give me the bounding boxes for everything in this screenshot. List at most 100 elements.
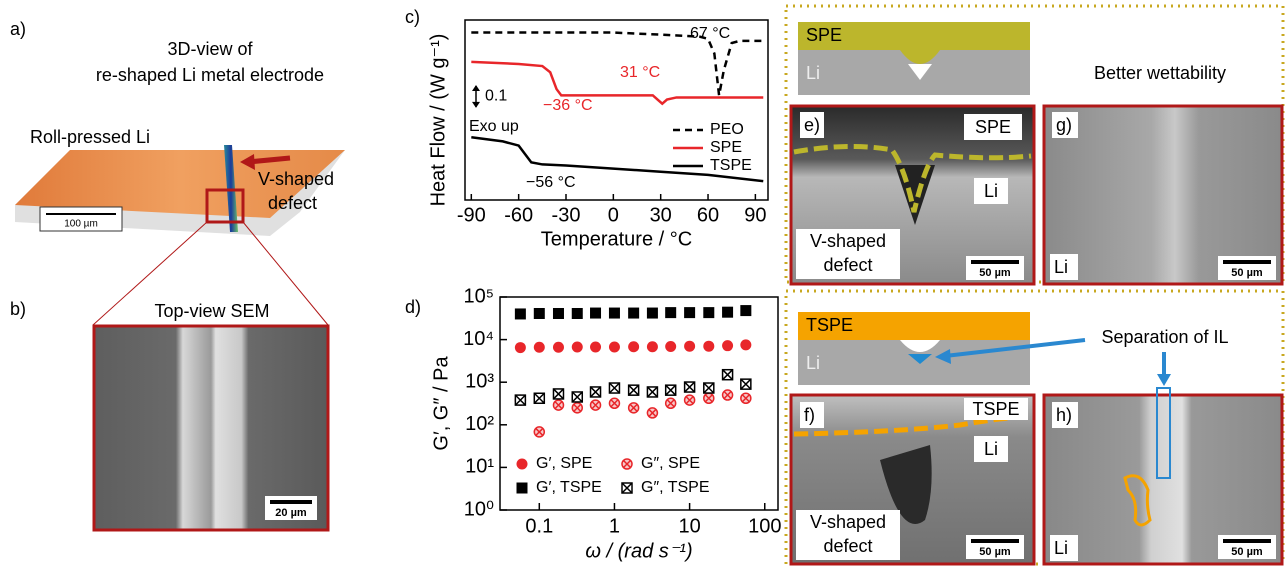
panel-label: a) [10, 19, 26, 39]
panel-f: f) TSPE Li V-shaped defect 50 µm [791, 395, 1034, 564]
x-tick-label: 1 [609, 515, 620, 537]
marker [515, 342, 526, 353]
marker-shape [740, 339, 751, 350]
marker [722, 307, 733, 318]
series-line [471, 62, 763, 104]
defect-line: V-shaped [810, 231, 886, 251]
marker [553, 389, 563, 399]
legend-label: G″, TSPE [641, 479, 710, 496]
marker [665, 307, 676, 318]
marker [609, 342, 620, 353]
legend-label: G″, SPE [641, 455, 700, 472]
marker [685, 382, 695, 392]
scale-label: 50 µm [979, 267, 1011, 279]
marker [572, 403, 582, 413]
legend-label: SPE [710, 139, 742, 156]
substrate-label: Li [1054, 538, 1068, 558]
marker [740, 305, 751, 316]
legend-label: G′, TSPE [536, 479, 602, 496]
x-tick-label: 90 [744, 204, 766, 226]
legend-label: TSPE [710, 157, 752, 174]
marker [609, 398, 619, 408]
arrow-head [472, 102, 480, 108]
panel-label: h) [1056, 405, 1072, 425]
marker-shape [590, 342, 601, 353]
schematic-bottom: TSPE Li Separation of IL [798, 312, 1229, 386]
marker [628, 341, 639, 352]
schematic-top: SPE Li Better wettability [798, 22, 1226, 95]
marker-shape [722, 340, 733, 351]
panel-label: f) [804, 405, 815, 425]
marker [647, 308, 658, 319]
panel-h: h) Li 50 µm [1044, 388, 1282, 564]
marker-shape [665, 307, 676, 318]
substrate-label: Li [806, 63, 820, 83]
marker [534, 427, 544, 437]
panel-b: b) Top-view SEM 20 µm [10, 222, 328, 530]
substrate-label: Li [806, 353, 820, 373]
x-tick-label: 100 [748, 515, 781, 537]
marker-shape [684, 307, 695, 318]
annotation: −56 °C [526, 174, 576, 191]
marker-shape [590, 308, 601, 319]
x-tick-label: -90 [457, 204, 486, 226]
marker [647, 408, 657, 418]
marker-shape [609, 308, 620, 319]
legend-marker [517, 483, 528, 494]
marker-shape [572, 342, 583, 353]
panel-label: b) [10, 299, 26, 319]
annotation: −36 °C [543, 97, 593, 114]
x-tick-label: 30 [650, 204, 672, 226]
x-tick-label: 60 [697, 204, 719, 226]
marker [534, 393, 544, 403]
material-label: TSPE [972, 399, 1019, 419]
marker [629, 403, 639, 413]
marker [628, 308, 639, 319]
title: Top-view SEM [154, 301, 269, 321]
x-tick-label: 0.1 [525, 515, 553, 537]
title-line: 3D-view of [167, 39, 253, 59]
marker [590, 308, 601, 319]
marker-shape [609, 342, 620, 353]
defect-line: V-shaped [810, 512, 886, 532]
marker [553, 342, 564, 353]
marker [723, 390, 733, 400]
panel-label: c) [405, 7, 420, 27]
annotation: 31 °C [620, 64, 660, 81]
marker [647, 387, 657, 397]
marker-shape [517, 459, 528, 470]
substrate-label: Li [984, 181, 998, 201]
x-tick-label: -60 [504, 204, 533, 226]
marker [684, 341, 695, 352]
defect-line: defect [823, 536, 872, 556]
marker [591, 387, 601, 397]
marker-shape [722, 307, 733, 318]
y-tick-label: 10² [465, 413, 494, 435]
legend-marker [622, 459, 632, 469]
annotation: 67 °C [690, 25, 730, 42]
marker-shape [684, 341, 695, 352]
material-label: SPE [975, 117, 1011, 137]
marker [685, 395, 695, 405]
panel-label: g) [1056, 115, 1072, 135]
marker-shape [703, 307, 714, 318]
title-line: re-shaped Li metal electrode [96, 65, 324, 85]
marker-shape [647, 308, 658, 319]
legend-marker [622, 483, 632, 493]
marker-shape [572, 308, 583, 319]
scale-label: 50 µm [1231, 546, 1263, 558]
figure: a) 3D-view of re-shaped Li metal electro… [0, 0, 1286, 568]
exo-label: Exo up [469, 118, 519, 135]
layer-label: SPE [806, 25, 842, 45]
panel-e: e) SPE Li V-shaped defect 50 µm [791, 106, 1034, 284]
marker-shape [703, 341, 714, 352]
x-tick-label: 10 [678, 515, 700, 537]
marker [553, 308, 564, 319]
layer-label: TSPE [806, 315, 853, 335]
y-tick-label: 10⁰ [464, 498, 494, 520]
panel-g: g) Li 50 µm [1044, 106, 1282, 284]
y-tick-label: 10⁴ [463, 328, 494, 350]
marker [609, 308, 620, 319]
defect-line: defect [823, 255, 872, 275]
marker [722, 340, 733, 351]
